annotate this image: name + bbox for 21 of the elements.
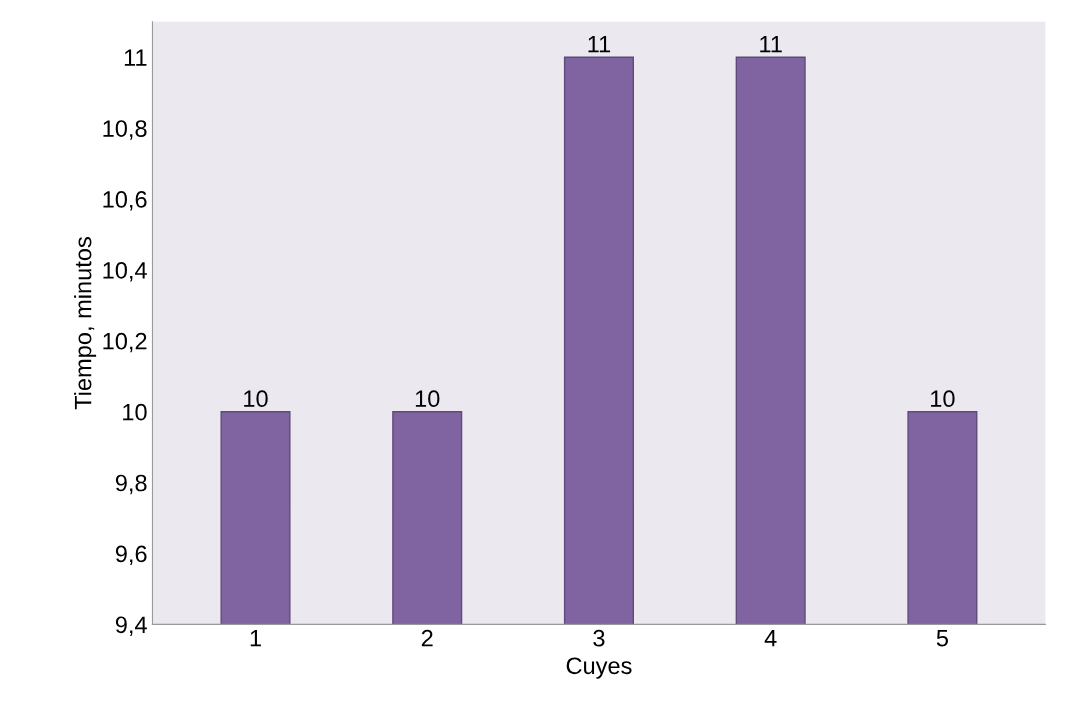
x-axis-title: Cuyes: [566, 657, 632, 679]
y-tick-label: 10: [123, 403, 147, 421]
y-tick-label: 9,6: [115, 545, 147, 566]
y-tick-label: 10,4: [103, 261, 147, 282]
x-tick-label: 5: [936, 630, 948, 647]
data-label: 10: [931, 390, 955, 408]
data-label: 10: [415, 390, 440, 408]
data-label: 10: [244, 390, 268, 408]
y-tick-label: 11: [124, 49, 147, 66]
x-tick-label: 1: [250, 630, 261, 647]
y-axis-title: Tiempo, minutos: [74, 237, 97, 410]
x-tick-label: 4: [764, 630, 777, 647]
data-label: 11: [760, 36, 782, 53]
y-tick-label: 10,8: [103, 120, 147, 140]
x-tick-label: 3: [593, 629, 605, 647]
y-tick-label: 9,8: [115, 474, 147, 495]
data-label: 11: [588, 36, 611, 53]
y-tick-label: 10,2: [103, 332, 147, 353]
y-tick-label: 10,6: [103, 191, 147, 211]
x-tick-label: 2: [421, 629, 433, 647]
y-tick-label: 9,4: [115, 616, 147, 636]
